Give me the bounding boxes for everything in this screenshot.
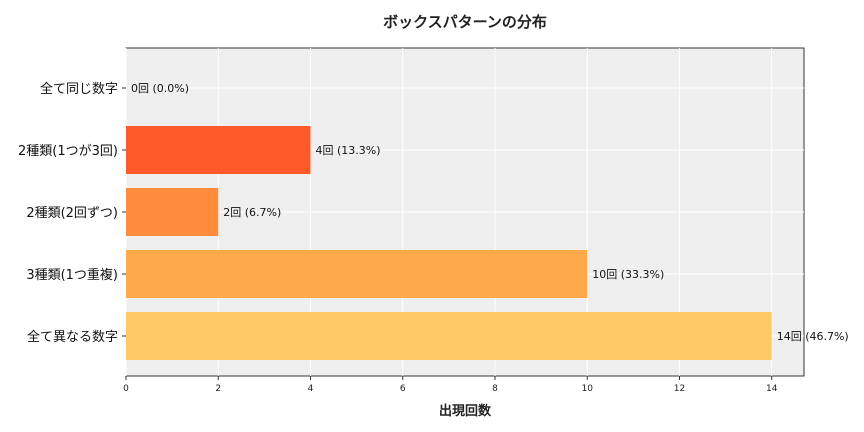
y-tick-label: 全て同じ数字 <box>40 81 118 97</box>
x-ticks: 0 2 4 6 8 10 12 14 <box>122 87 778 394</box>
x-tick-label: 4 <box>308 384 314 394</box>
data-label: 10回 (33.3%) <box>592 268 664 281</box>
chart-title: ボックスパターンの分布 <box>383 13 547 31</box>
y-tick-label: 全て異なる数字 <box>27 329 118 345</box>
x-tick-label: 0 <box>123 384 129 394</box>
x-tick-label: 14 <box>766 384 778 394</box>
x-tick-label: 8 <box>492 384 498 394</box>
y-tick-label: 3種類(1つ重複) <box>26 267 118 283</box>
x-axis-label: 出現回数 <box>439 403 492 419</box>
x-tick-label: 6 <box>400 384 406 394</box>
bar <box>126 312 772 360</box>
bars <box>126 126 772 360</box>
data-labels: 0回 (0.0%) 4回 (13.3%) 2回 (6.7%) 10回 (33.3%) 1… <box>131 82 849 343</box>
x-tick-label: 2 <box>215 384 221 394</box>
y-tick-label: 2種類(1つが3回) <box>18 143 118 159</box>
y-labels: 全て同じ数字 2種類(1つが3回) 2種類(2回ずつ) 3種類(1つ重複) 全て異なる数… <box>18 81 118 345</box>
bar <box>126 188 219 236</box>
y-tick-label: 2種類(2回ずつ) <box>26 205 118 221</box>
data-label: 2回 (6.7%) <box>223 206 281 219</box>
bar <box>126 250 588 298</box>
data-label: 14回 (46.7%) <box>777 330 849 343</box>
x-tick-label: 12 <box>674 384 685 394</box>
bar <box>126 126 311 174</box>
data-label: 4回 (13.3%) <box>315 144 380 157</box>
data-label: 0回 (0.0%) <box>131 82 189 95</box>
x-tick-label: 10 <box>581 384 593 394</box>
